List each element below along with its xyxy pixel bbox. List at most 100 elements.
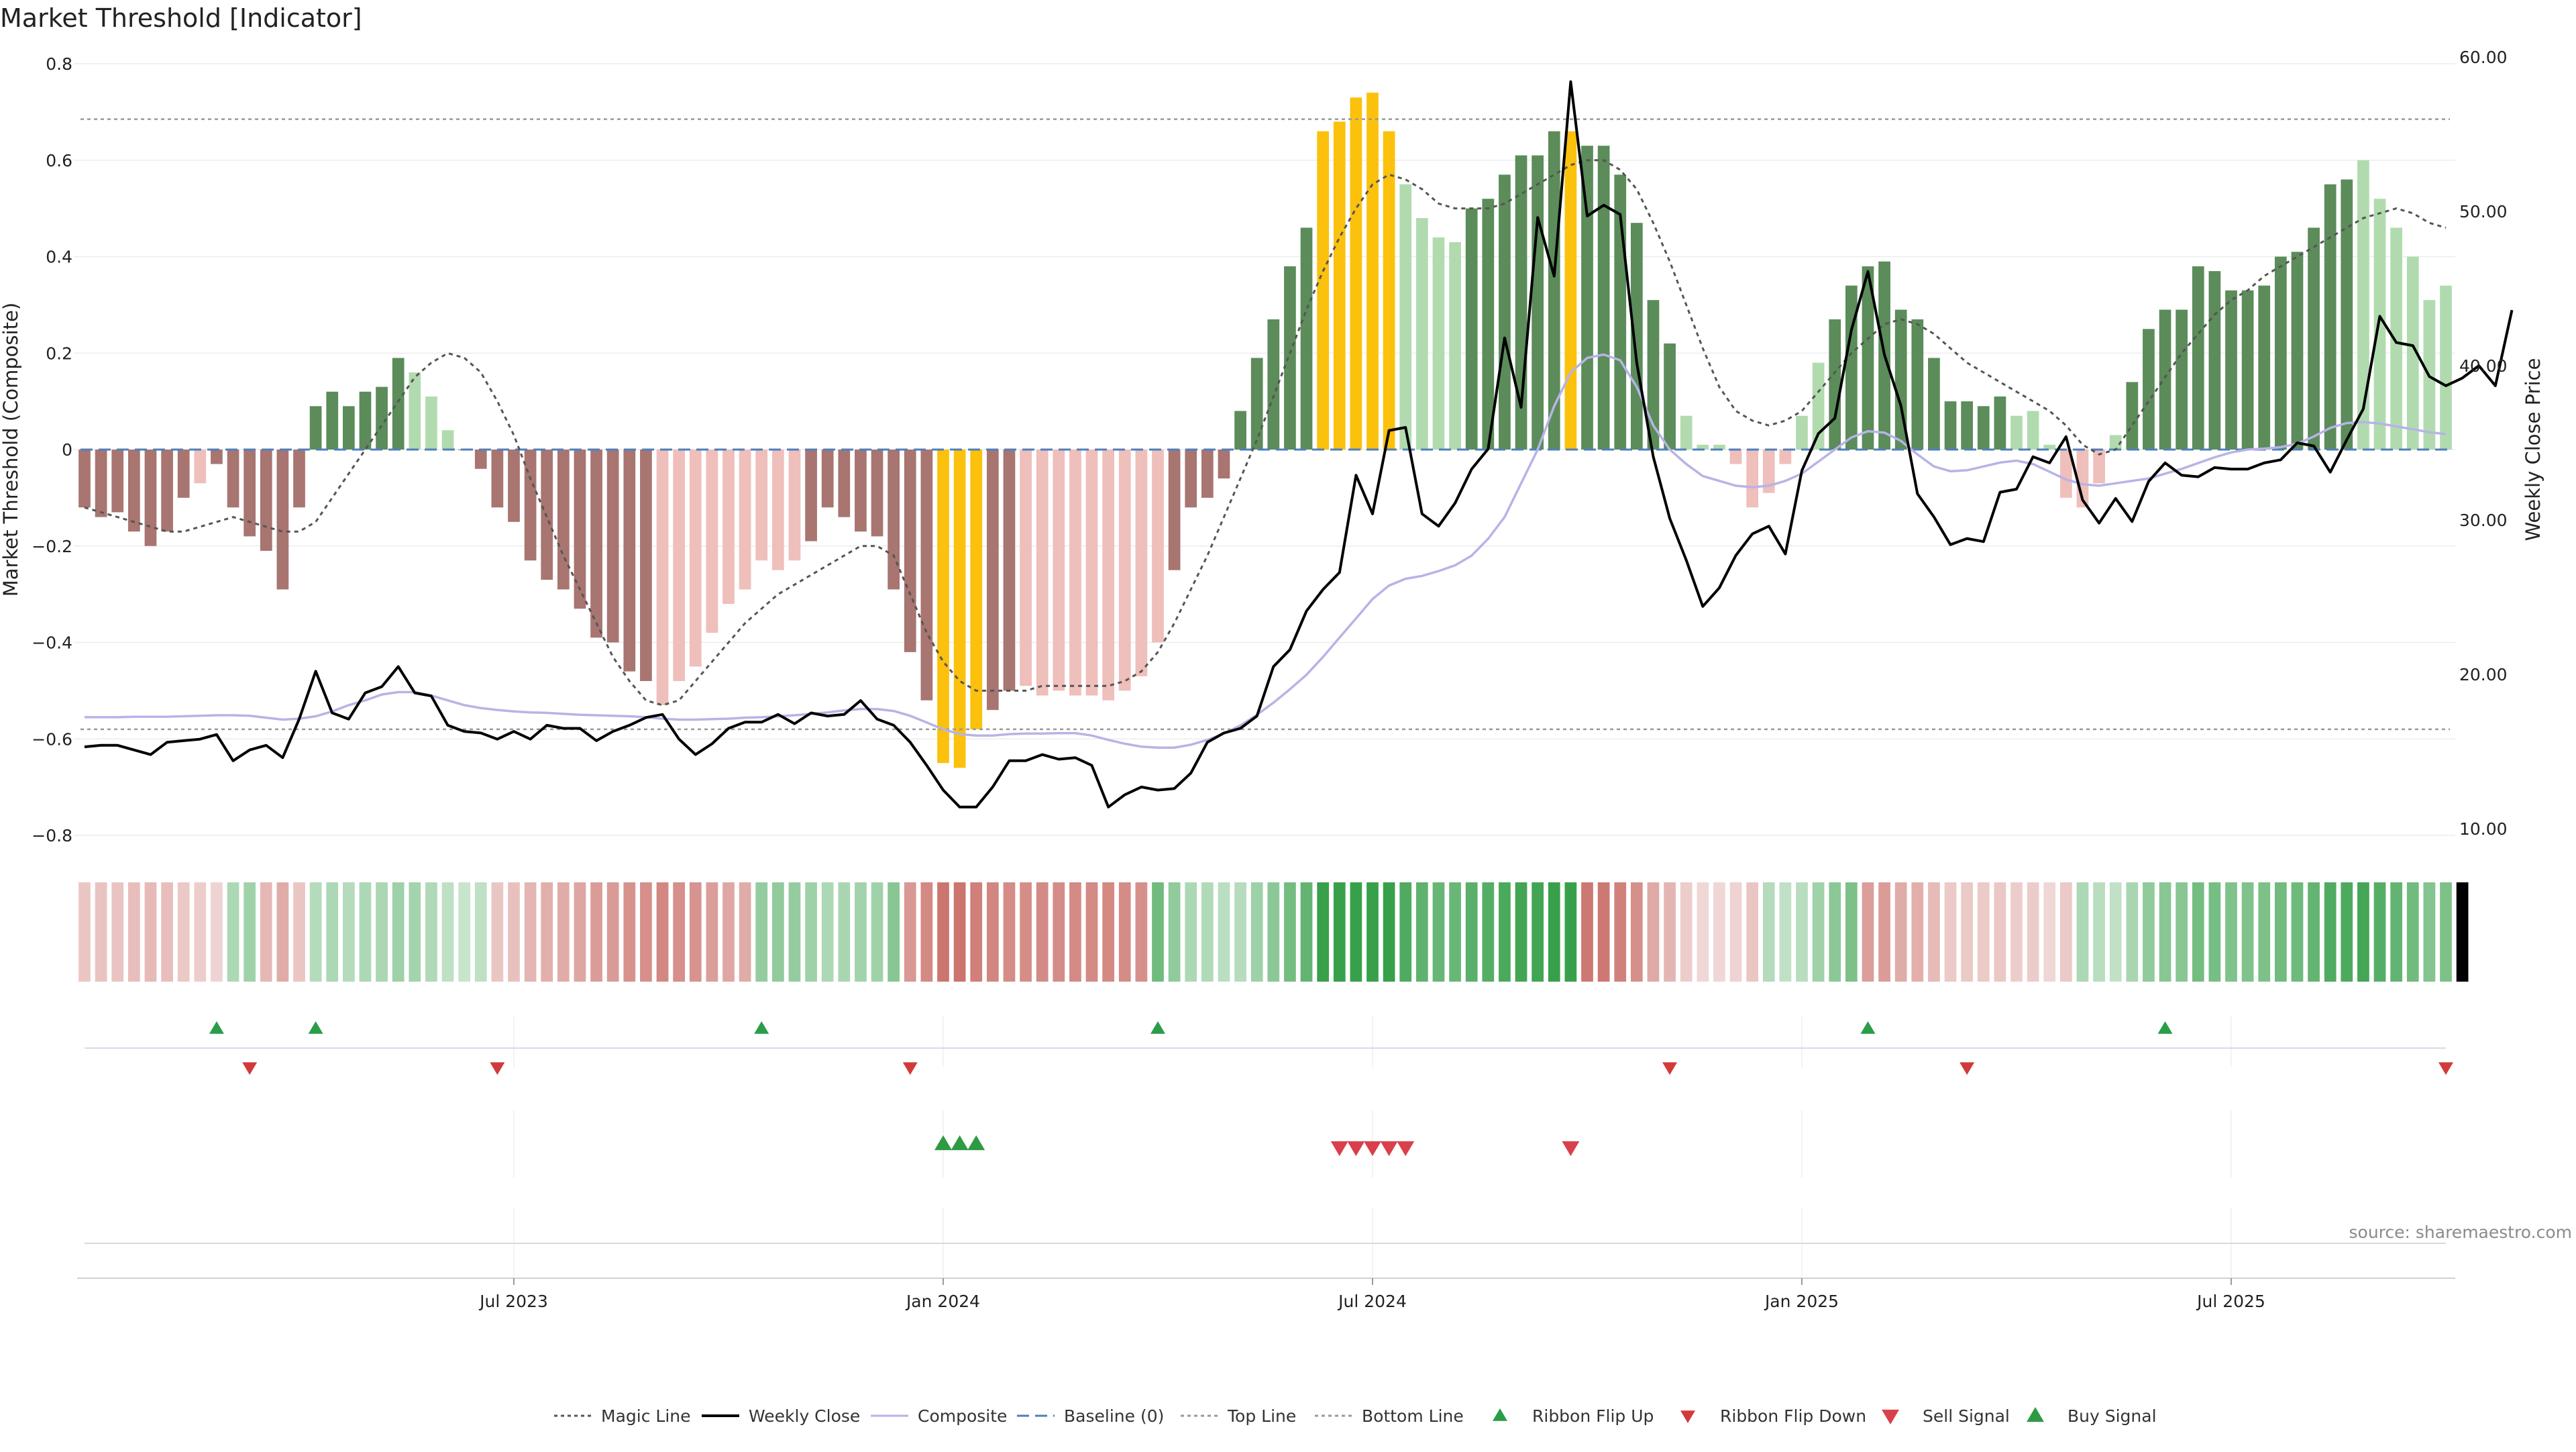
ribbon-cell [2027,882,2039,982]
ribbon-cell [1152,882,1164,982]
ribbon-cell [409,882,421,982]
ribbon-cell [2440,882,2452,982]
ribbon-cell [1911,882,1924,982]
ribbon-cell [1102,882,1115,982]
threshold-bar [557,450,570,590]
ribbon-cell [1829,882,1841,982]
threshold-bar [2225,290,2237,450]
bars-layer [78,93,2452,768]
threshold-bar [78,450,91,508]
threshold-bar [293,450,305,508]
ribbon-cell [2241,882,2254,982]
ribbon-cell [557,882,570,982]
sell-signal-marker [1330,1141,1348,1156]
ribbon-cell [1994,882,2006,982]
threshold-bar [1911,319,1924,450]
ribbon-flip-down-marker [490,1062,505,1075]
x-tick-label: Jan 2024 [905,1292,980,1311]
threshold-bar [260,450,272,551]
threshold-bar [2208,271,2221,450]
ribbon-cell [788,882,801,982]
ribbon-cell [1630,882,1643,982]
ribbon-cell [1069,882,1081,982]
threshold-bar [1465,208,1478,450]
y-tick-label: 0.8 [46,54,72,74]
ribbon-flip-up-marker [2157,1021,2173,1034]
composite-line [85,353,2447,749]
ribbon-cell [2373,882,2386,982]
ribbon-cell [1267,882,1280,982]
ribbon-cell [1779,882,1792,982]
threshold-bar [1812,362,1825,450]
ribbon-cell [425,882,437,982]
x-tick-label: Jul 2025 [2196,1292,2265,1311]
threshold-bar [1697,444,1709,450]
ribbon-cell [1680,882,1693,982]
ribbon-cell [2010,882,2023,982]
lines-layer [80,80,2514,809]
threshold-bar [888,450,900,590]
ribbon-cell [904,882,916,982]
ribbon-cell [1201,882,1214,982]
ribbon-cell [986,882,999,982]
threshold-bar [788,450,801,561]
legend-label: Baseline (0) [1064,1406,1164,1426]
threshold-bar [441,430,454,450]
threshold-bar [590,450,602,638]
ribbon-cell [1977,882,1990,982]
legend-swatch-icon [1493,1408,1507,1421]
ribbon-cell [127,882,140,982]
legend-label: Magic Line [601,1406,691,1426]
threshold-bar [1994,396,2006,450]
y2-tick-label: 50.00 [2459,202,2508,221]
threshold-bar [623,450,636,672]
threshold-bar [211,450,223,464]
threshold-bar [1036,450,1049,696]
buy-signal-marker [951,1135,969,1151]
ribbon-cell [524,882,537,982]
ribbon-cell [1085,882,1098,982]
buy-signal-marker [967,1135,985,1151]
ribbon-cell [491,882,504,982]
legend-item: Composite [871,1406,1007,1426]
sell-signal-marker [1397,1141,1415,1156]
threshold-bar [392,358,405,450]
threshold-bar [1250,358,1263,450]
ribbon-cell [2456,882,2469,982]
threshold-bar [1333,121,1346,450]
legend-label: Composite [918,1406,1007,1426]
threshold-bar [1201,450,1214,498]
ribbon-cell [1168,882,1181,982]
threshold-bar [2126,382,2139,450]
threshold-bar [1532,155,1544,450]
threshold-bar [656,450,669,705]
ribbon-cell [1961,882,1974,982]
legend-label: Ribbon Flip Up [1532,1406,1654,1426]
threshold-bar [2390,227,2403,450]
threshold-bar [1862,266,1874,450]
ribbon-cell [2143,882,2155,982]
threshold-bar [1317,131,1330,450]
chart-title: Market Threshold [Indicator] [0,3,362,33]
ribbon-cell [755,882,768,982]
threshold-bar [1829,319,1841,450]
ribbon-cell [1647,882,1660,982]
ribbon-cell [1333,882,1346,982]
ribbon-cell [1581,882,1593,982]
ribbon-cell [1564,882,1577,982]
ribbon-cell [1053,882,1065,982]
threshold-bar [2291,252,2304,450]
threshold-bar [342,406,355,450]
legend-swatch-icon [1882,1409,1899,1424]
ribbon-flip-down-marker [242,1062,258,1075]
ribbon-cell [838,882,851,982]
ribbon-cell [640,882,652,982]
ribbon-cell [689,882,702,982]
ribbon-cell [1317,882,1330,982]
legend-item: Magic Line [554,1406,691,1426]
ribbon-cell [326,882,339,982]
y2-tick-label: 30.00 [2459,511,2508,530]
threshold-bar [1168,450,1181,570]
